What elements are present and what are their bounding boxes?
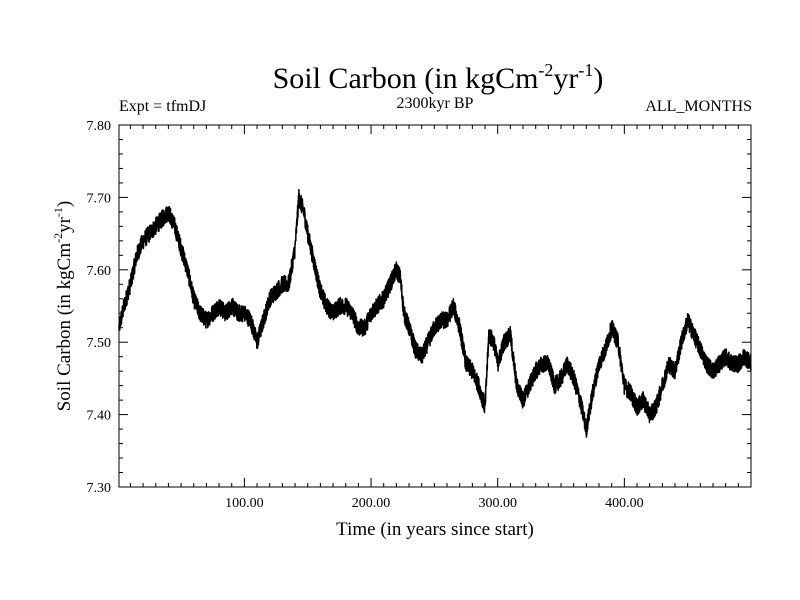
- x-axis: 100.00 200.00 300.00 400.00: [129, 125, 739, 511]
- y-axis-label: Soil Carbon (in kgCm-2yr-1): [51, 201, 75, 412]
- y-tick-label: 7.70: [87, 191, 112, 206]
- expt-label: Expt = tfmDJ: [119, 98, 206, 115]
- period-label: 2300kyr BP: [397, 95, 474, 112]
- x-tick-label: 100.00: [225, 496, 264, 511]
- plot-frame: [118, 124, 752, 488]
- series-line: [118, 188, 752, 438]
- x-axis-label: Time (in years since start): [336, 519, 534, 540]
- x-tick-label: 400.00: [605, 496, 644, 511]
- y-tick-label: 7.60: [87, 264, 112, 279]
- months-label: ALL_MONTHS: [645, 98, 752, 115]
- y-tick-label: 7.80: [87, 119, 112, 134]
- y-axis: 7.30 7.40 7.50 7.60 7.70 7.80: [87, 119, 751, 496]
- y-tick-label: 7.30: [87, 481, 112, 496]
- y-tick-label: 7.50: [87, 336, 112, 351]
- chart-title: Soil Carbon (in kgCm-2yr-1): [273, 60, 604, 95]
- y-tick-label: 7.40: [87, 409, 112, 424]
- x-tick-label: 200.00: [352, 496, 391, 511]
- x-tick-label: 300.00: [478, 496, 517, 511]
